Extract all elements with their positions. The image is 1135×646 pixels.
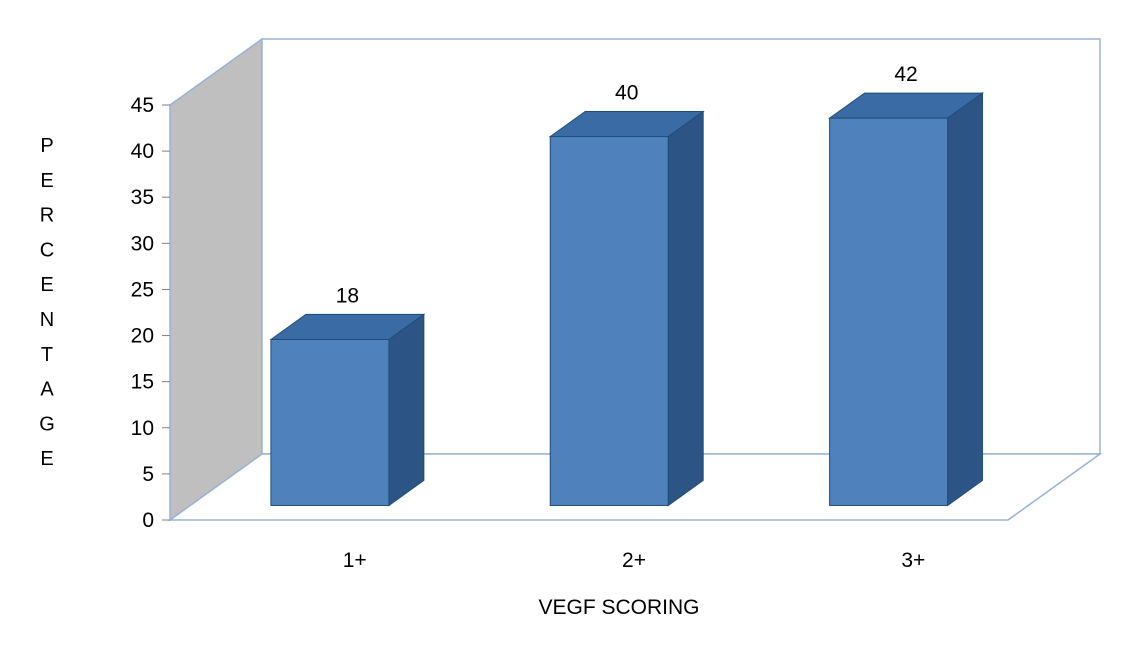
y-tick-label: 40 bbox=[131, 140, 154, 163]
x-category-label: 3+ bbox=[901, 549, 925, 572]
y-axis-title-letter: E bbox=[40, 170, 53, 192]
bar-side-face bbox=[947, 92, 984, 507]
y-axis-title-letter: N bbox=[40, 309, 54, 331]
bar-front-face bbox=[270, 338, 390, 506]
y-axis-title-letter: R bbox=[40, 205, 54, 227]
y-axis-title-letter: E bbox=[40, 274, 53, 296]
left-wall bbox=[169, 37, 263, 522]
y-tick-label: 45 bbox=[131, 94, 154, 117]
bar-side-face bbox=[667, 110, 704, 507]
bar-value-label: 40 bbox=[615, 82, 638, 105]
bar-side-face bbox=[388, 313, 425, 507]
y-tick-label: 5 bbox=[142, 463, 154, 486]
bar-value-label: 18 bbox=[336, 284, 359, 307]
y-axis-title-letter: G bbox=[39, 413, 55, 435]
x-category-label: 1+ bbox=[343, 549, 367, 572]
y-tick-label: 10 bbox=[131, 417, 154, 440]
bar-value-label: 42 bbox=[894, 63, 917, 86]
y-axis-title-letter: C bbox=[40, 239, 54, 261]
y-tick-label: 15 bbox=[131, 371, 154, 394]
bar-front-face bbox=[829, 117, 949, 506]
x-category-label: 2+ bbox=[622, 549, 646, 572]
y-tick-label: 20 bbox=[131, 325, 154, 348]
bar-front-face bbox=[549, 136, 669, 506]
y-axis-title-letter: P bbox=[40, 135, 53, 157]
y-axis-title-letter: E bbox=[40, 448, 53, 470]
y-axis-title-letter: A bbox=[40, 379, 54, 401]
y-tick-label: 35 bbox=[131, 186, 154, 209]
y-tick-label: 25 bbox=[131, 278, 154, 301]
y-tick-label: 0 bbox=[142, 509, 154, 532]
y-axis-title-letter: T bbox=[41, 344, 53, 366]
x-axis-title: VEGF SCORING bbox=[538, 596, 699, 619]
y-tick-label: 30 bbox=[131, 232, 154, 255]
